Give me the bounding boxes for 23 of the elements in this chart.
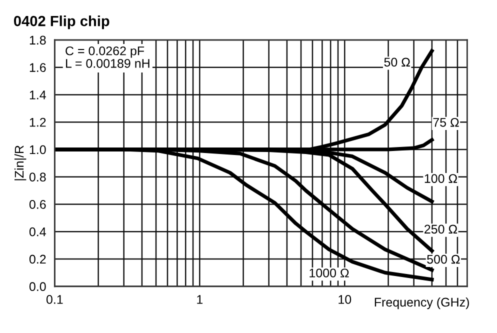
y-tick-label: 0.4 [29,227,46,236]
annotation: C = 0.0262 pF L = 0.00189 nH [66,46,150,68]
x-axis-title: Frequency (GHz) [374,297,469,310]
y-tick-label: 0.0 [29,282,46,292]
y-tick-label: 1.0 [30,145,46,154]
annotation: 500 Ω [427,254,460,264]
chart-title: 0402 Flip chip [14,16,110,30]
y-tick-label: 0.6 [29,200,46,209]
x-tick-label: 10 [338,295,352,304]
y-tick-label: 1.6 [30,63,46,72]
y-tick-label: 1.8 [30,36,46,45]
y-tick-label: 1.4 [30,90,46,100]
y-tick-label: 0.2 [29,254,46,264]
annotation: 75 Ω [433,118,459,127]
x-tick-label: 0.1 [46,295,63,304]
annotation: 250 Ω [424,224,458,234]
x-tick-label: 1 [197,295,203,304]
annotation: 50 Ω [384,58,410,67]
y-axis-title: |Zin|/R [14,146,26,180]
y-tick-label: 0.8 [29,172,46,182]
y-tick-label: 1.2 [30,118,46,127]
annotation: 1000 Ω [310,268,349,278]
annotation: 100 Ω [424,174,458,183]
